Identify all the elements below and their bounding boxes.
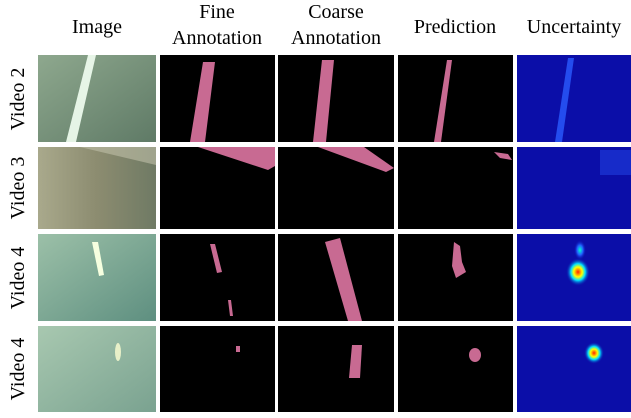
row-1 [38, 55, 631, 142]
column-header: Uncertainty [527, 16, 621, 38]
column-header: Prediction [414, 16, 496, 38]
mask-cell [278, 326, 394, 412]
uncertainty-region [584, 342, 604, 364]
column-header: Annotation [172, 27, 262, 49]
glare [115, 343, 121, 361]
image-cell [38, 55, 156, 142]
mask-cell [160, 326, 275, 412]
mask-cell [160, 55, 275, 142]
row-label: Video 4 [7, 247, 29, 310]
row-4 [38, 326, 631, 412]
mask-cell [398, 147, 513, 229]
row-label: Video 3 [7, 157, 29, 220]
uncertainty-region [574, 240, 586, 260]
column-header: Fine [199, 1, 235, 23]
row-3 [38, 234, 631, 321]
column-header: Coarse [308, 1, 364, 23]
mask-cell [160, 234, 275, 321]
row-label: Video 4 [7, 338, 29, 401]
mask-cell [398, 326, 513, 412]
row-labels: Video 2 Video 3 Video 4 Video 4 [7, 68, 29, 401]
uncertainty-cell [517, 55, 631, 142]
uncertainty-cell [517, 326, 631, 412]
mask-cell [398, 55, 513, 142]
mask-region [236, 346, 240, 352]
column-headers: Image Fine Annotation Coarse Annotation … [72, 1, 621, 49]
mask-cell [278, 55, 394, 142]
row-label: Video 2 [7, 68, 29, 131]
mask-region [469, 348, 481, 362]
row-2 [38, 147, 631, 229]
uncertainty-region [566, 258, 590, 286]
column-header: Annotation [291, 27, 381, 49]
image-cell [38, 326, 156, 412]
figure: Image Fine Annotation Coarse Annotation … [0, 0, 631, 418]
column-header: Image [72, 16, 122, 38]
uncertainty-region [600, 150, 631, 175]
